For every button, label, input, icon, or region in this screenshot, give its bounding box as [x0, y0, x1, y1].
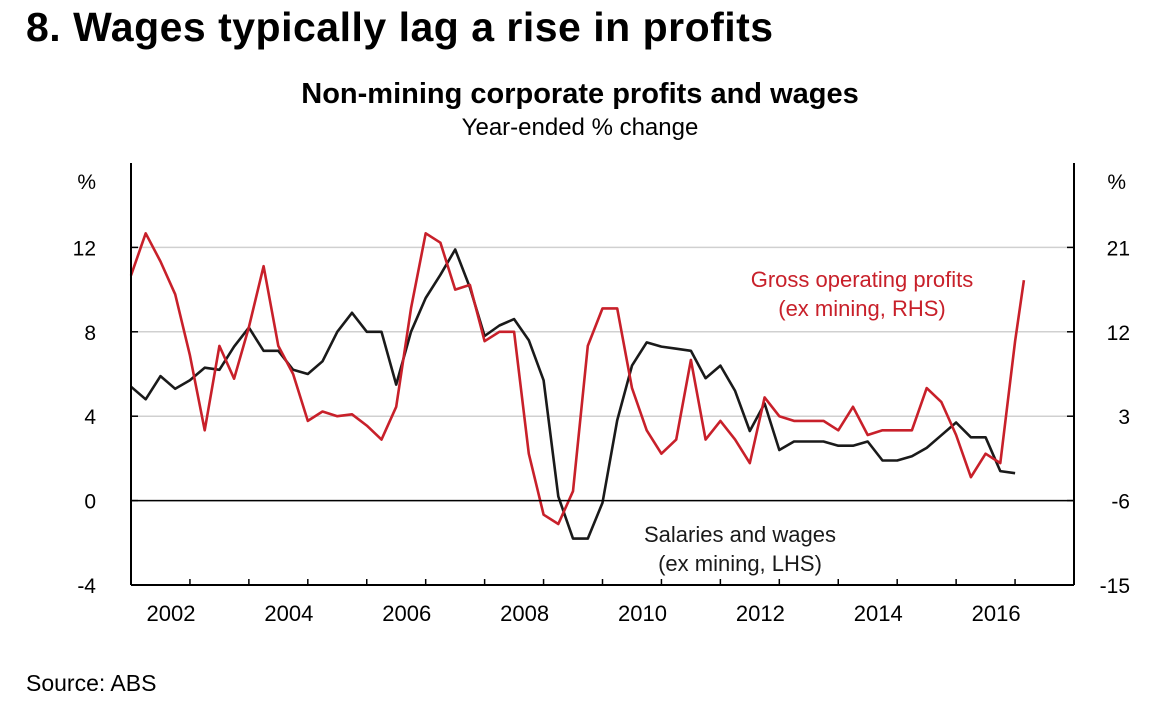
left-tick-label: 12 [73, 237, 96, 260]
left-tick-label: -4 [77, 575, 96, 598]
profits-series-label: Gross operating profits [751, 267, 974, 292]
x-tick-label: 2002 [147, 601, 196, 626]
left-tick-label: 8 [84, 322, 96, 345]
right-tick-label: -15 [1100, 575, 1130, 598]
right-tick-label: -6 [1111, 491, 1130, 514]
x-tick-label: 2008 [500, 601, 549, 626]
axis-labels: 2002 2004 2006 2008 2010 2012 2014 2016 -4 0 4 8 12%… [73, 171, 1130, 626]
chart-title: Non-mining corporate profits and wages [301, 78, 859, 110]
left-tick-label: 4 [84, 406, 96, 429]
right-tick-label: 3 [1118, 406, 1130, 429]
x-tick-label: 2004 [264, 601, 313, 626]
page-heading: 8. Wages typically lag a rise in profits [26, 4, 774, 50]
line-chart: 2002 2004 2006 2008 2010 2012 2014 2016 -4 0 4 8 12%… [73, 163, 1130, 626]
left-tick-label: 0 [84, 491, 96, 514]
x-tick-label: 2012 [736, 601, 785, 626]
x-tick-label: 2010 [618, 601, 667, 626]
series-annotations: Salaries and wages (ex mining, LHS) Gross … [644, 267, 973, 576]
right-tick-label: 21 [1107, 237, 1130, 260]
x-tick-label: 2016 [972, 601, 1021, 626]
right-axis-unit: % [1107, 171, 1126, 194]
x-tick-label: 2006 [382, 601, 431, 626]
wages-series-sublabel: (ex mining, LHS) [658, 551, 822, 576]
x-tick-label: 2014 [854, 601, 903, 626]
plot-series [129, 232, 1026, 540]
wages-series-line [130, 248, 1016, 540]
chart-subtitle: Year-ended % change [461, 114, 699, 141]
profits-series-sublabel: (ex mining, RHS) [778, 296, 945, 321]
source-note: Source: ABS [26, 670, 157, 696]
chart-axes [130, 163, 1075, 586]
right-tick-label: 12 [1107, 322, 1130, 345]
profits-series-line [129, 232, 1026, 526]
wages-series-label: Salaries and wages [644, 522, 836, 547]
left-axis-unit: % [77, 171, 96, 194]
